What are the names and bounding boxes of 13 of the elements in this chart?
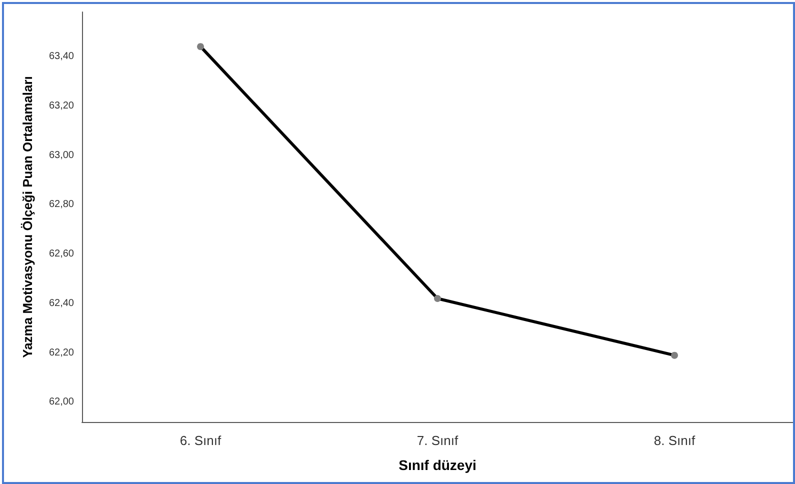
- x-axis-title: Sınıf düzeyi: [398, 457, 476, 473]
- y-tick-label: 62,40: [48, 298, 74, 309]
- x-tick-label: 7. Sınıf: [416, 433, 458, 448]
- y-tick-label: 63,00: [48, 150, 74, 161]
- y-tick-label: 62,80: [48, 199, 74, 210]
- y-tick-label: 62,60: [48, 248, 74, 260]
- x-tick-label: 6. Sınıf: [180, 433, 222, 448]
- y-axis-title: Yazma Motivasyonu Ölçeği Puan Ortalamaları: [20, 76, 35, 358]
- y-tick-label: 62,00: [48, 396, 74, 408]
- y-tick-label: 63,20: [48, 100, 74, 112]
- y-tick-label: 63,40: [48, 50, 74, 62]
- x-tick-label: 8. Sınıf: [654, 433, 696, 448]
- y-tick-label: 62,20: [48, 347, 74, 358]
